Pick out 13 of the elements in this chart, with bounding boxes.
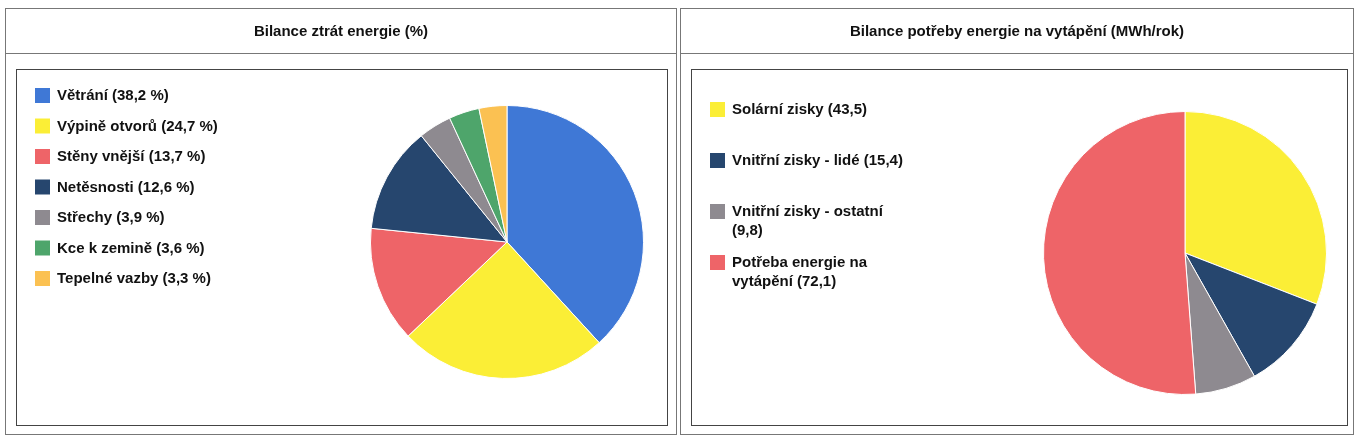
legend-label: Vnitřní zisky - ostatní (9,8) (732, 202, 884, 239)
legend-label: Stěny vnější (13,7 %) (57, 147, 206, 165)
legend-label: Větrání (38,2 %) (57, 86, 169, 104)
legend-label: Vnitřní zisky - lidé (15,4) (732, 151, 903, 169)
chart-title: Bilance potřeby energie na vytápění (MWh/rok) (681, 9, 1353, 54)
legend-label: Střechy (3,9 %) (57, 208, 165, 226)
legend-label: Výpině otvorů (24,7 %) (57, 116, 218, 134)
legend-label: Kce k zemině (3,6 %) (57, 238, 205, 256)
legend-label: Tepelné vazby (3,3 %) (57, 269, 211, 287)
legend-label: Potřeba energie na vytápění (72,1) (732, 253, 868, 290)
chart-title: Bilance ztrát energie (%) (6, 9, 676, 54)
legend-label: Netěsnosti (12,6 %) (57, 177, 195, 195)
legend-label: Solární zisky (43,5) (732, 100, 868, 118)
